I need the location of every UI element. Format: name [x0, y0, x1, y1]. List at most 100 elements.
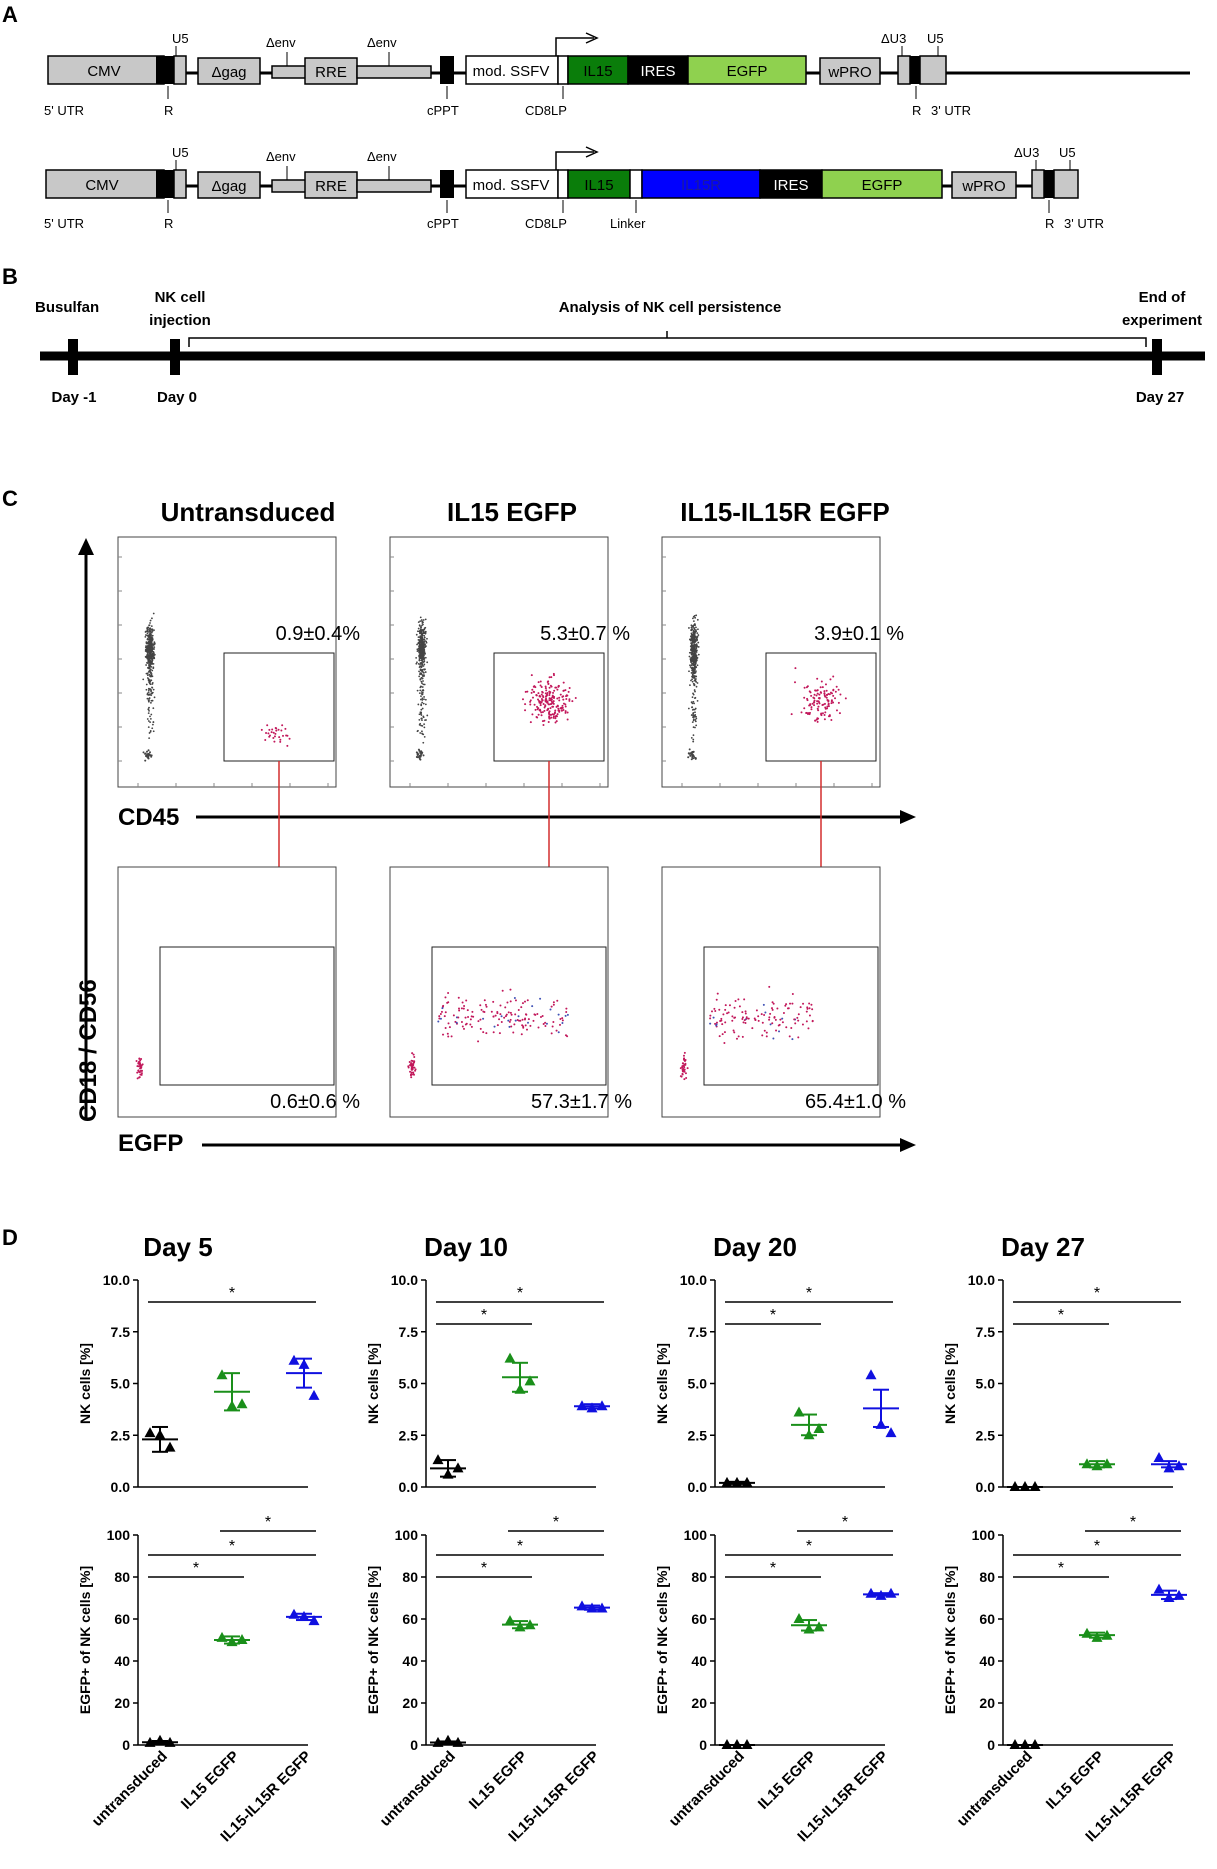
flow-event-grey [417, 627, 420, 630]
flow-event-grey [422, 629, 425, 632]
flow-event-grey [689, 684, 691, 687]
flow-event-grey [691, 675, 693, 678]
flow-event-grey [424, 698, 427, 701]
flow-event-red [760, 1013, 763, 1016]
flow-event-grey [692, 734, 695, 737]
flow-event-grey [418, 658, 421, 660]
flow-event-grey [148, 624, 150, 627]
flow-event-grey [148, 669, 151, 672]
flow-event-red [559, 1018, 562, 1021]
flow-event-grey [690, 624, 693, 627]
flow-event-grey [697, 634, 700, 636]
r-left-text-2: R [164, 216, 173, 231]
flow-event-red [547, 721, 550, 724]
flow-event-red [788, 1035, 791, 1038]
flow-event-red [562, 698, 565, 701]
flow-event-red [763, 1029, 766, 1032]
flow-event-red [817, 709, 820, 712]
flow-event-grey [693, 697, 696, 700]
flow-event-red [824, 695, 827, 698]
dot-plot-sig-star: * [517, 1538, 523, 1555]
flow-event-grey [422, 674, 425, 676]
flow-event-grey [422, 650, 424, 653]
flow-event-red [718, 1008, 721, 1011]
flow-event-grey [149, 639, 152, 642]
flow-event-grey [149, 675, 151, 678]
flow-event-grey [152, 721, 155, 723]
flow-event-red [498, 1018, 501, 1021]
flow-event-red [531, 713, 534, 716]
flow-event-grey [420, 632, 422, 635]
dot-plot-title: Day 27 [1001, 1232, 1085, 1262]
dot-plot-sig-star: * [193, 1560, 199, 1577]
flow-event-grey [150, 642, 153, 645]
flow-event-red [775, 1029, 778, 1032]
flow-event-grey [691, 617, 694, 620]
flow-event-grey [422, 641, 425, 644]
flow-event-grey [688, 752, 691, 755]
flow-event-grey [418, 643, 421, 646]
flow-event-grey [696, 649, 698, 652]
flow-event-red [813, 704, 816, 707]
flow-event-red [550, 1032, 553, 1035]
flow-event-red [684, 1062, 687, 1065]
flow-event-red [734, 1016, 737, 1019]
flow-event-red [555, 720, 558, 723]
flow-event-red [532, 1019, 535, 1022]
flow-event-red [524, 1017, 527, 1020]
flow-event-grey [420, 693, 423, 695]
analysis-text: Analysis of NK cell persistence [559, 299, 782, 316]
flow-event-red [821, 712, 824, 715]
flow-event-grey [420, 708, 423, 711]
flow-bottom-frame-2 [661, 866, 881, 1118]
flow-event-red [521, 1018, 524, 1021]
flow-event-red [529, 700, 532, 703]
flow-event-red [529, 1024, 532, 1027]
flow-event-red [531, 1005, 534, 1008]
dot-plot-ytick-label: 80 [691, 1569, 707, 1585]
flow-event-red [412, 1071, 415, 1074]
flow-event-grey [148, 699, 150, 702]
flow-event-grey [151, 681, 154, 684]
flow-event-red [509, 1011, 512, 1014]
env-block-2 [356, 65, 432, 79]
flow-event-grey [694, 720, 697, 723]
flow-event-red [826, 705, 829, 708]
dot-plot-sig-star: * [770, 1307, 776, 1324]
u5-block-left [173, 55, 187, 85]
env-block-1b [271, 179, 309, 193]
flow-event-red [682, 1054, 685, 1057]
flow-event-grey [147, 687, 150, 690]
flow-event-grey [153, 629, 155, 632]
flow-event-grey [418, 630, 421, 633]
top-percent-il15: 5.3±0.7 % [540, 623, 630, 645]
flow-event-red [550, 676, 553, 679]
flow-event-grey [422, 671, 425, 674]
dot-plot-ytick-label: 5.0 [111, 1376, 131, 1392]
env2-text: Δenv [367, 35, 397, 50]
flow-event-grey [148, 654, 151, 657]
flow-event-red [139, 1073, 142, 1076]
flow-event-red [447, 991, 450, 994]
flow-event-red [552, 674, 555, 677]
flow-event-red [549, 699, 552, 702]
day-0-text: Day 0 [157, 389, 197, 406]
flow-event-red [769, 1023, 772, 1026]
flow-event-grey [692, 693, 695, 696]
r-block-left-2 [156, 170, 174, 198]
il15-label: IL15 [583, 63, 612, 80]
flow-event-red [755, 1009, 758, 1012]
dot-plot-point [504, 1352, 516, 1363]
flow-event-red [408, 1061, 411, 1064]
flow-event-red [512, 1031, 515, 1034]
flow-event-red [281, 724, 284, 727]
flow-event-red [260, 728, 263, 731]
flow-event-grey [692, 663, 694, 666]
flow-event-red [462, 1007, 465, 1010]
flow-event-red [839, 693, 842, 696]
flow-event-grey [688, 655, 691, 658]
flow-event-grey [690, 664, 693, 667]
flow-top-negative-events-2 [687, 614, 700, 761]
flow-event-red [460, 1021, 463, 1024]
flow-event-grey [424, 639, 426, 642]
